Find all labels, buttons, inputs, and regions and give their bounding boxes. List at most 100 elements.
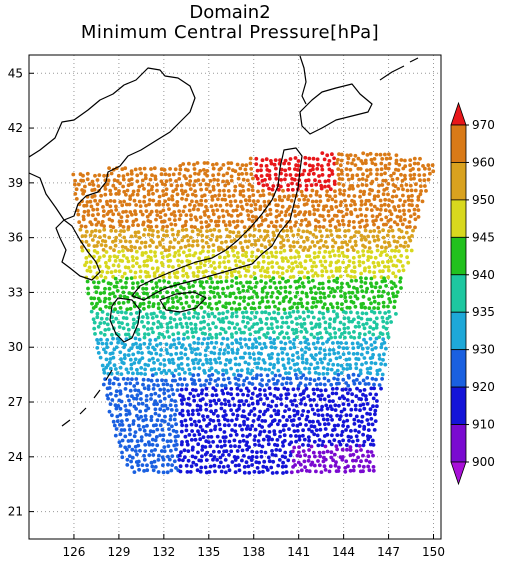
pressure-point xyxy=(363,281,368,285)
pressure-point xyxy=(151,387,156,391)
pressure-point xyxy=(308,258,313,263)
pressure-point xyxy=(143,442,148,447)
pressure-point xyxy=(232,238,237,242)
pressure-point xyxy=(165,382,170,387)
pressure-point xyxy=(220,197,225,202)
pressure-point xyxy=(173,368,178,373)
pressure-point xyxy=(233,356,238,361)
pressure-point xyxy=(288,275,293,279)
pressure-point xyxy=(117,320,121,325)
pressure-point xyxy=(402,208,406,213)
pressure-point xyxy=(399,183,404,188)
pressure-point xyxy=(153,407,158,412)
pressure-point xyxy=(199,305,204,310)
pressure-point xyxy=(234,295,238,300)
pressure-point xyxy=(325,245,330,250)
pressure-point xyxy=(128,357,133,362)
pressure-point xyxy=(301,443,305,447)
pressure-point xyxy=(145,423,149,428)
pressure-point xyxy=(168,258,173,263)
pressure-point xyxy=(198,169,203,173)
pressure-point xyxy=(317,179,322,184)
pressure-point xyxy=(381,228,385,233)
pressure-point xyxy=(142,291,146,296)
pressure-point xyxy=(352,275,357,279)
pressure-point xyxy=(198,358,202,363)
pressure-point xyxy=(208,403,213,408)
pressure-point xyxy=(183,244,188,249)
pressure-point xyxy=(276,387,280,391)
pressure-point xyxy=(328,254,333,259)
pressure-point xyxy=(115,414,120,419)
pressure-point xyxy=(233,199,238,204)
pressure-point xyxy=(248,332,253,337)
pressure-point xyxy=(372,428,377,432)
pressure-point xyxy=(304,183,309,188)
pressure-point xyxy=(346,228,351,233)
pressure-point xyxy=(384,284,388,288)
pressure-point xyxy=(185,383,189,387)
pressure-point xyxy=(283,158,288,163)
pressure-point xyxy=(141,382,145,387)
pressure-point xyxy=(270,437,274,442)
pressure-point xyxy=(388,209,392,214)
pressure-point xyxy=(383,197,388,202)
pressure-point xyxy=(293,167,297,172)
pressure-point xyxy=(321,286,325,291)
pressure-point xyxy=(143,367,148,372)
pressure-point xyxy=(307,419,312,424)
pressure-point xyxy=(326,422,331,426)
pressure-dots xyxy=(71,151,436,475)
pressure-point xyxy=(323,179,328,184)
pressure-point xyxy=(373,255,378,260)
pressure-point xyxy=(243,360,248,365)
pressure-point xyxy=(184,254,189,258)
pressure-point xyxy=(354,414,359,419)
pressure-point xyxy=(362,388,367,392)
pressure-point xyxy=(336,469,341,473)
pressure-point xyxy=(292,177,297,182)
pressure-point xyxy=(288,434,293,438)
pressure-point xyxy=(416,208,421,213)
pressure-point xyxy=(122,356,127,361)
pressure-point xyxy=(221,317,225,321)
pressure-point xyxy=(205,229,209,234)
pressure-point xyxy=(379,250,384,255)
pressure-point xyxy=(118,444,123,448)
pressure-point xyxy=(104,357,109,362)
pressure-point xyxy=(111,263,116,268)
pressure-point xyxy=(337,177,342,181)
pressure-point xyxy=(234,314,239,319)
pressure-point xyxy=(294,372,298,377)
pressure-point xyxy=(238,274,243,279)
pressure-point xyxy=(382,352,386,357)
pressure-point xyxy=(191,284,196,288)
pressure-point xyxy=(369,208,374,213)
pressure-point xyxy=(85,279,90,284)
pressure-point xyxy=(252,322,256,327)
pressure-point xyxy=(156,470,161,474)
pressure-point xyxy=(241,177,246,182)
pressure-point xyxy=(154,351,159,356)
pressure-point xyxy=(177,341,182,346)
pressure-point xyxy=(114,284,119,289)
pressure-point xyxy=(351,220,356,224)
pressure-point xyxy=(280,351,285,355)
pressure-point xyxy=(142,233,146,237)
pressure-point xyxy=(182,377,187,382)
pressure-point xyxy=(114,367,118,371)
pressure-point xyxy=(395,290,400,294)
pressure-point xyxy=(404,248,409,253)
pressure-point xyxy=(178,411,183,416)
pressure-point xyxy=(149,209,154,214)
pressure-point xyxy=(197,256,202,261)
pressure-point xyxy=(259,174,264,178)
pressure-point xyxy=(327,250,332,255)
pressure-point xyxy=(399,158,404,162)
pressure-point xyxy=(372,386,376,391)
pressure-point xyxy=(135,345,140,350)
pressure-point xyxy=(125,214,130,219)
pressure-point xyxy=(292,445,297,450)
pressure-point xyxy=(404,230,409,235)
pressure-point xyxy=(236,287,241,291)
